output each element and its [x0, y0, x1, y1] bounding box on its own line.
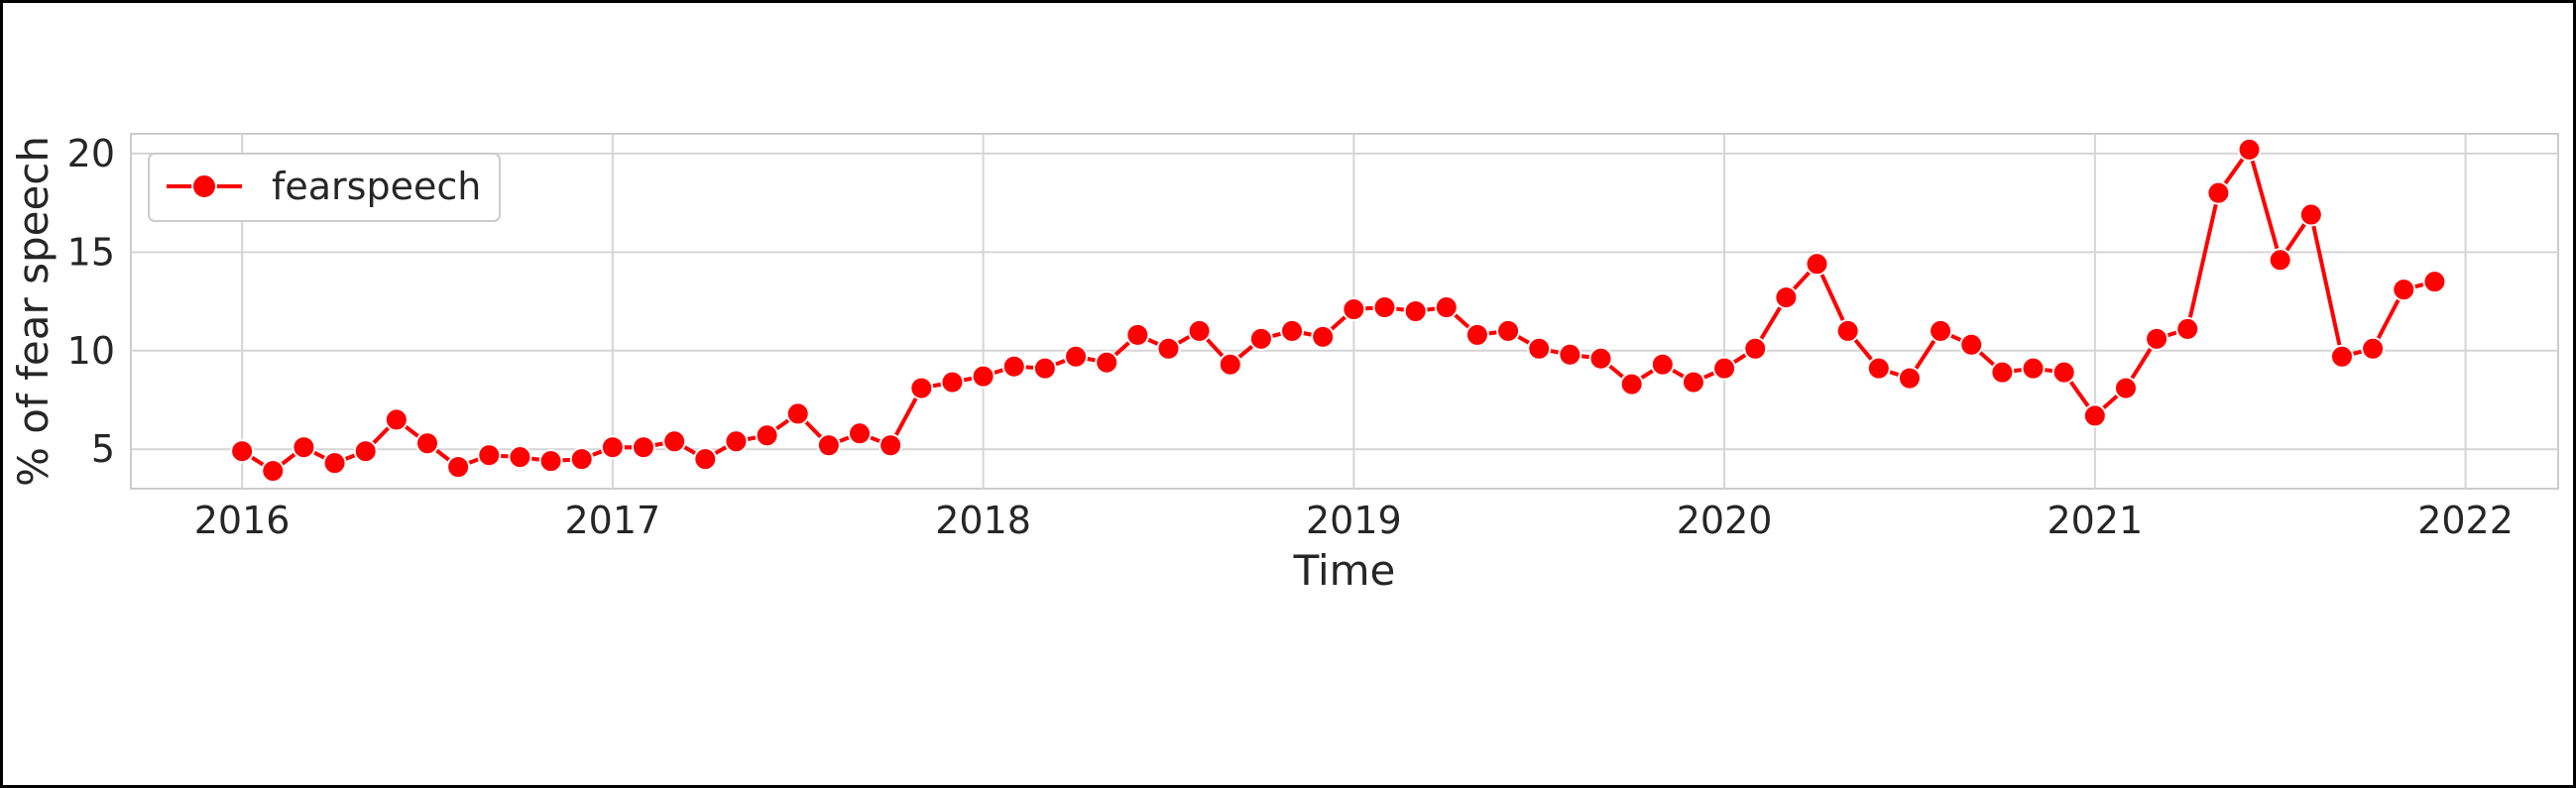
x-tick-label: 2021	[2047, 499, 2143, 542]
data-point	[878, 433, 903, 458]
grid	[131, 134, 2558, 489]
data-point	[1712, 356, 1737, 381]
data-point	[1218, 352, 1242, 377]
data-point	[446, 455, 471, 480]
data-point	[1527, 336, 1552, 361]
y-axis-title: % of fear speech	[9, 136, 58, 487]
data-point	[1280, 318, 1305, 343]
data-point	[1897, 366, 1922, 391]
data-point	[1835, 318, 1860, 343]
data-point	[1866, 356, 1891, 381]
data-point	[2329, 344, 2354, 369]
data-point	[2021, 356, 2046, 381]
legend: fearspeech	[148, 153, 501, 222]
data-point	[1464, 322, 1489, 347]
data-point	[1619, 372, 1644, 396]
data-point	[414, 431, 439, 456]
data-point	[1650, 352, 1675, 377]
data-point	[816, 433, 841, 458]
data-point	[1403, 299, 1428, 323]
x-tick-label: 2020	[1677, 499, 1773, 542]
data-point	[693, 447, 718, 472]
data-point	[1372, 295, 1397, 320]
x-tick-label: 2016	[194, 499, 291, 542]
data-point	[600, 435, 625, 460]
x-tick-label: 2019	[1306, 499, 1402, 542]
data-point	[292, 435, 316, 460]
data-point	[1588, 346, 1613, 371]
data-point	[1342, 297, 1366, 322]
data-point	[2051, 360, 2076, 385]
data-point	[2298, 202, 2323, 227]
data-point	[1743, 336, 1768, 361]
data-point	[538, 449, 563, 474]
data-point	[1064, 344, 1089, 369]
data-point	[1434, 295, 1459, 320]
x-tick-label: 2018	[935, 499, 1031, 542]
data-point	[2082, 403, 2107, 428]
data-point	[1001, 354, 1026, 379]
data-point	[261, 459, 286, 484]
legend-marker	[191, 173, 217, 199]
data-point	[2175, 316, 2200, 341]
data-point	[1248, 326, 1273, 351]
data-point	[508, 445, 532, 470]
data-point	[477, 443, 502, 468]
data-point	[1558, 342, 1582, 367]
x-tick-label: 2022	[2417, 499, 2514, 542]
legend-label: fearspeech	[272, 165, 481, 208]
data-point	[353, 439, 378, 464]
data-point	[2145, 326, 2169, 351]
data-point	[1774, 285, 1799, 310]
data-point	[1187, 318, 1212, 343]
data-point	[322, 451, 347, 476]
data-point	[1125, 322, 1150, 347]
data-point	[848, 421, 873, 446]
data-point	[940, 370, 965, 394]
legend-box	[148, 153, 501, 222]
data-point	[569, 447, 594, 472]
data-point	[1095, 350, 1119, 375]
data-point	[1311, 324, 1336, 349]
data-point	[909, 376, 934, 400]
data-point	[1681, 370, 1705, 394]
data-point	[971, 364, 995, 389]
y-tick-label: 20	[67, 132, 115, 175]
data-point	[632, 435, 656, 460]
y-tick-label: 15	[67, 230, 115, 274]
data-point	[2422, 270, 2447, 294]
tick-labels: 2016 2017 2018 2019 2020 2021 2022 5 10 15 20	[67, 132, 2514, 542]
y-tick-label: 5	[91, 427, 115, 471]
data-point	[2268, 248, 2292, 273]
data-point	[1032, 356, 1057, 381]
y-tick-label: 10	[67, 329, 115, 373]
data-point	[384, 407, 409, 432]
data-point	[1929, 318, 1953, 343]
x-tick-label: 2017	[565, 499, 661, 542]
data-point	[2392, 278, 2416, 302]
data-point	[1959, 332, 1984, 357]
data-point	[230, 439, 255, 464]
data-point	[2237, 137, 2262, 162]
data-point	[2206, 180, 2231, 205]
x-axis-title: Time	[1293, 546, 1396, 595]
data-point	[662, 429, 687, 454]
data-point	[2113, 376, 2138, 400]
data-point	[1496, 318, 1521, 343]
data-point	[1805, 252, 1829, 277]
data-point	[1990, 360, 2015, 385]
data-point	[1156, 336, 1181, 361]
data-point	[2361, 336, 2386, 361]
data-point	[755, 423, 779, 448]
data-point	[785, 401, 810, 426]
series-layer	[230, 137, 2447, 484]
data-point	[724, 429, 749, 454]
